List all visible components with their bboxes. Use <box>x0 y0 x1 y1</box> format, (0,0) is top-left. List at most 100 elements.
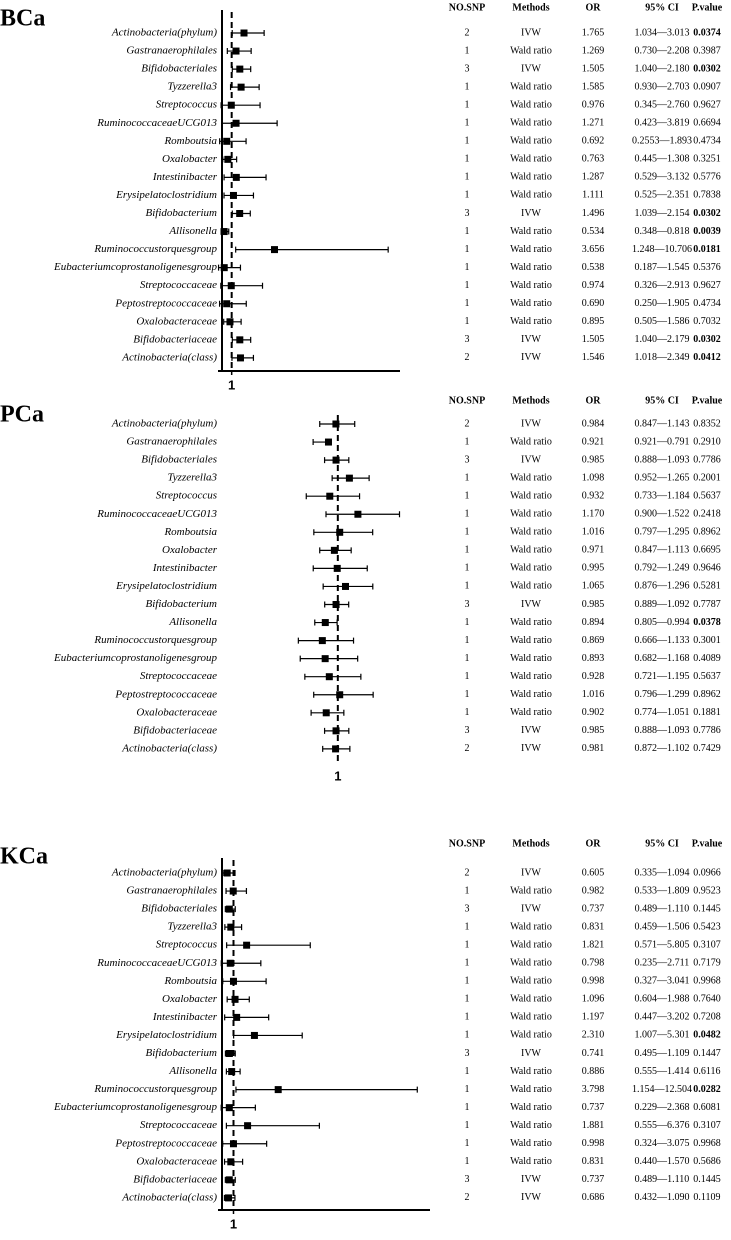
table-cell: 1.821 <box>582 939 605 950</box>
table-cell: Wald ratio <box>510 190 552 201</box>
confidence-interval <box>235 246 389 253</box>
confidence-interval <box>235 1086 418 1093</box>
table-cell: 1 <box>465 280 470 291</box>
odds-ratio-point <box>229 1140 237 1148</box>
table-cell: 0.774—1.051 <box>635 707 690 718</box>
row-label: Intestinibacter <box>152 1011 218 1023</box>
row-label: Actinobacteria(class) <box>121 742 217 754</box>
row-label: Gastranaerophilales <box>126 436 217 448</box>
table-cell: Wald ratio <box>510 921 552 932</box>
odds-ratio-point <box>220 264 228 272</box>
row-label: Ruminococcustorquesgroup <box>93 634 217 646</box>
table-cell: 0.2001 <box>693 472 721 483</box>
table-cell: 0.229—2.368 <box>635 1102 690 1113</box>
column-header: P.value <box>692 395 723 406</box>
table-cell: 0.0907 <box>693 81 721 92</box>
table-cell: 0.876—1.296 <box>635 581 690 592</box>
table-cell: 0.847—1.143 <box>635 418 690 429</box>
row-label: Tyzzerella3 <box>168 472 218 484</box>
table-cell: 0.984 <box>582 418 605 429</box>
table-cell: 1 <box>465 316 470 327</box>
row-label: Eubacteriumcoprostanoligenesgroup <box>53 261 217 273</box>
odds-ratio-point <box>223 869 231 877</box>
table-cell: 0.741 <box>582 1048 605 1059</box>
table-cell: 0.555—1.414 <box>635 1066 690 1077</box>
table-cell: 1 <box>465 939 470 950</box>
odds-ratio-point <box>330 546 338 554</box>
table-cell: 0.900—1.522 <box>635 509 690 520</box>
table-cell: 2 <box>465 418 470 429</box>
table-cell: Wald ratio <box>510 280 552 291</box>
table-cell: 1 <box>465 226 470 237</box>
table-cell: Wald ratio <box>510 81 552 92</box>
table-cell: 1.018—2.349 <box>635 352 690 363</box>
table-cell: Wald ratio <box>510 436 552 447</box>
odds-ratio-point <box>226 318 234 326</box>
column-header: OR <box>586 838 602 849</box>
column-header: P.value <box>692 838 723 849</box>
odds-ratio-point <box>232 173 240 181</box>
table-cell: 0.6081 <box>693 1102 721 1113</box>
table-cell: 2 <box>465 27 470 38</box>
odds-ratio-point <box>321 655 329 663</box>
table-cell: 1.154—12.504 <box>632 1084 692 1095</box>
odds-ratio-point <box>321 619 329 627</box>
table-cell: 0.9523 <box>693 885 721 896</box>
odds-ratio-point <box>228 1068 236 1076</box>
table-cell: 1.546 <box>582 352 605 363</box>
table-cell: 0.682—1.168 <box>635 653 690 664</box>
table-cell: 1 <box>465 527 470 538</box>
table-cell: Wald ratio <box>510 172 552 183</box>
table-cell: 0.7179 <box>693 958 721 969</box>
table-cell: 0.3107 <box>693 1120 721 1131</box>
odds-ratio-point <box>225 905 233 913</box>
table-cell: 0.5637 <box>693 671 721 682</box>
table-cell: 0.895 <box>582 316 605 327</box>
table-cell: 0.0412 <box>693 352 721 363</box>
table-cell: 1 <box>465 1030 470 1041</box>
table-cell: 0.5686 <box>693 1156 721 1167</box>
table-cell: 0.902 <box>582 707 605 718</box>
odds-ratio-point <box>342 582 349 590</box>
confidence-interval <box>297 637 355 644</box>
table-cell: Wald ratio <box>510 99 552 110</box>
table-cell: 0.690 <box>582 298 605 309</box>
table-cell: 1.496 <box>582 208 605 219</box>
table-cell: 0.930—2.703 <box>635 81 690 92</box>
table-cell: 1 <box>465 1012 470 1023</box>
table-cell: 0.5376 <box>693 262 721 273</box>
confidence-interval <box>226 942 311 949</box>
table-cell: 0.0378 <box>693 617 721 628</box>
row-label: Actinobacteria(class) <box>121 1191 217 1203</box>
odds-ratio-point <box>232 119 240 127</box>
table-cell: 0.0482 <box>693 1030 721 1041</box>
table-cell: 0.796—1.299 <box>635 689 690 700</box>
table-cell: 0.250—1.905 <box>635 298 690 309</box>
table-cell: 1 <box>465 118 470 129</box>
table-cell: 1 <box>465 436 470 447</box>
odds-ratio-point <box>336 528 344 536</box>
x-tick-label: 1 <box>334 768 341 783</box>
row-label: Streptococcaceae <box>140 1119 217 1131</box>
table-cell: 3 <box>465 454 470 465</box>
table-cell: 0.538 <box>582 262 605 273</box>
table-cell: Wald ratio <box>510 671 552 682</box>
table-cell: IVW <box>521 1174 542 1185</box>
table-cell: 3 <box>465 1174 470 1185</box>
table-cell: 3 <box>465 725 470 736</box>
table-cell: 1 <box>465 994 470 1005</box>
table-cell: 0.737 <box>582 1102 605 1113</box>
table-cell: 0.952—1.265 <box>635 472 690 483</box>
odds-ratio-point <box>354 510 362 518</box>
table-cell: 1.271 <box>582 118 605 129</box>
table-cell: 0.5281 <box>693 581 721 592</box>
odds-ratio-point <box>236 336 244 344</box>
table-cell: 0.889—1.092 <box>635 599 690 610</box>
table-cell: 1.016 <box>582 689 605 700</box>
table-cell: 0.6695 <box>693 545 721 556</box>
table-cell: IVW <box>521 352 542 363</box>
table-cell: 2 <box>465 1192 470 1203</box>
table-cell: 1 <box>465 958 470 969</box>
confidence-interval <box>231 30 265 36</box>
